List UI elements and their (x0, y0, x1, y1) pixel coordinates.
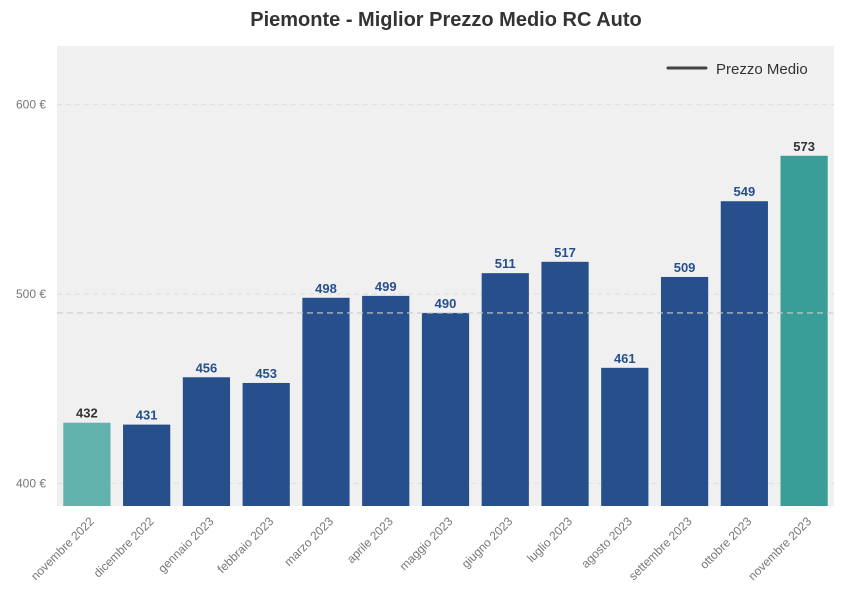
x-tick-label: luglio 2023 (524, 514, 575, 565)
legend-label-prezzo-medio: Prezzo Medio (716, 61, 808, 78)
y-tick-label: 500 € (16, 287, 46, 301)
data-label: 431 (136, 408, 158, 423)
legend: Prezzo Medio (666, 61, 808, 78)
x-tick-label: marzo 2023 (281, 514, 336, 569)
data-label: 490 (435, 296, 457, 311)
data-label: 573 (793, 139, 815, 154)
x-tick-label: febbraio 2023 (215, 514, 277, 576)
bar (63, 422, 111, 506)
bar (720, 201, 768, 507)
data-label: 461 (614, 351, 636, 366)
bar (123, 424, 171, 506)
bar (481, 273, 529, 506)
data-label: 517 (554, 245, 576, 260)
data-label: 499 (375, 279, 397, 294)
data-label: 509 (674, 260, 696, 275)
bar (660, 276, 709, 506)
x-tick-label: aprile 2023 (344, 514, 396, 566)
bar (302, 297, 350, 506)
y-axis: 400 € 500 € 600 € (16, 98, 46, 491)
x-tick-label: settembre 2023 (626, 514, 695, 583)
x-tick-label: novembre 2022 (28, 514, 97, 583)
bar (780, 155, 828, 506)
x-tick-label: dicembre 2022 (91, 514, 157, 580)
x-tick-label: gennaio 2023 (155, 514, 217, 576)
data-label: 498 (315, 281, 337, 296)
x-tick-label: agosto 2023 (578, 514, 635, 571)
bar (601, 367, 649, 506)
bar (421, 312, 470, 506)
bar (182, 377, 231, 506)
bar (362, 295, 410, 506)
data-label: 511 (495, 256, 516, 271)
data-label: 549 (733, 184, 755, 199)
bar (541, 261, 589, 506)
x-tick-label: giugno 2023 (459, 514, 516, 571)
data-label: 456 (196, 360, 218, 375)
bar (242, 382, 290, 506)
y-tick-label: 600 € (16, 98, 46, 112)
data-label: 453 (255, 366, 277, 381)
chart-title: Piemonte - Miglior Prezzo Medio RC Auto (250, 9, 641, 31)
value-labels: 432 431 456 453 498 499 490 511 517 461 509 549 573 (76, 139, 815, 423)
data-label: 432 (76, 406, 98, 421)
x-tick-label: novembre 2023 (745, 514, 814, 583)
x-tick-label: ottobre 2023 (697, 514, 755, 572)
y-tick-label: 400 € (16, 476, 46, 490)
x-tick-label: maggio 2023 (397, 514, 456, 573)
bars (63, 155, 828, 507)
